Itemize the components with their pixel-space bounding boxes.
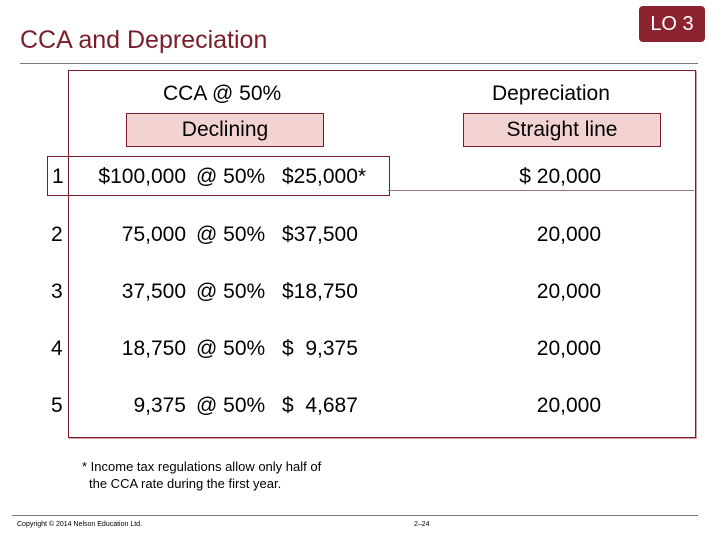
opening-balance: 37,500 [121,280,186,303]
page-number: 2–24 [414,521,430,528]
page-title: CCA and Depreciation [20,26,268,54]
cca-rate: @ 50% [196,394,266,417]
cca-rate: @ 50% [196,337,266,360]
opening-balance: 18,750 [121,337,186,360]
cca-rate: @ 50% [196,223,266,246]
title-divider [20,63,698,64]
table-frame [68,70,696,438]
depreciation-amount: 20,000 [536,223,601,246]
cca-method-label: Declining [126,113,324,147]
opening-balance: 75,000 [121,223,186,246]
lo-badge: LO 3 [639,6,705,42]
year-number: 3 [51,280,63,303]
cca-rate: @ 50% [196,280,266,303]
year-number: 2 [51,223,63,246]
footnote-line: * Income tax regulations allow only half… [82,459,322,474]
first-year-highlight [47,156,390,196]
year-number: 5 [51,394,63,417]
first-year-underline [388,190,694,191]
cca-amount: $18,750 [282,280,358,303]
depreciation-amount: 20,000 [536,337,601,360]
depreciation-amount: $ 20,000 [519,165,601,188]
footnote: * Income tax regulations allow only half… [82,458,321,492]
depreciation-column-heading: Depreciation [492,82,610,105]
cca-amount: $ 4,687 [282,394,358,417]
footer-divider [12,515,698,516]
cca-amount: $ 9,375 [282,337,358,360]
footnote-line: the CCA rate during the first year. [89,476,282,491]
cca-column-heading: CCA @ 50% [163,82,282,105]
opening-balance: $100,000 [98,165,186,188]
opening-balance: 9,375 [133,394,186,417]
depreciation-amount: 20,000 [536,280,601,303]
cca-amount: $37,500 [282,223,358,246]
cca-rate: @ 50% [196,165,266,188]
depreciation-amount: 20,000 [536,394,601,417]
year-number: 4 [51,337,63,360]
depreciation-method-label: Straight line [463,113,661,147]
copyright: Copyright © 2014 Nelson Education Ltd. [17,521,143,528]
cca-amount: $25,000* [282,165,367,188]
year-number: 1 [52,165,64,188]
